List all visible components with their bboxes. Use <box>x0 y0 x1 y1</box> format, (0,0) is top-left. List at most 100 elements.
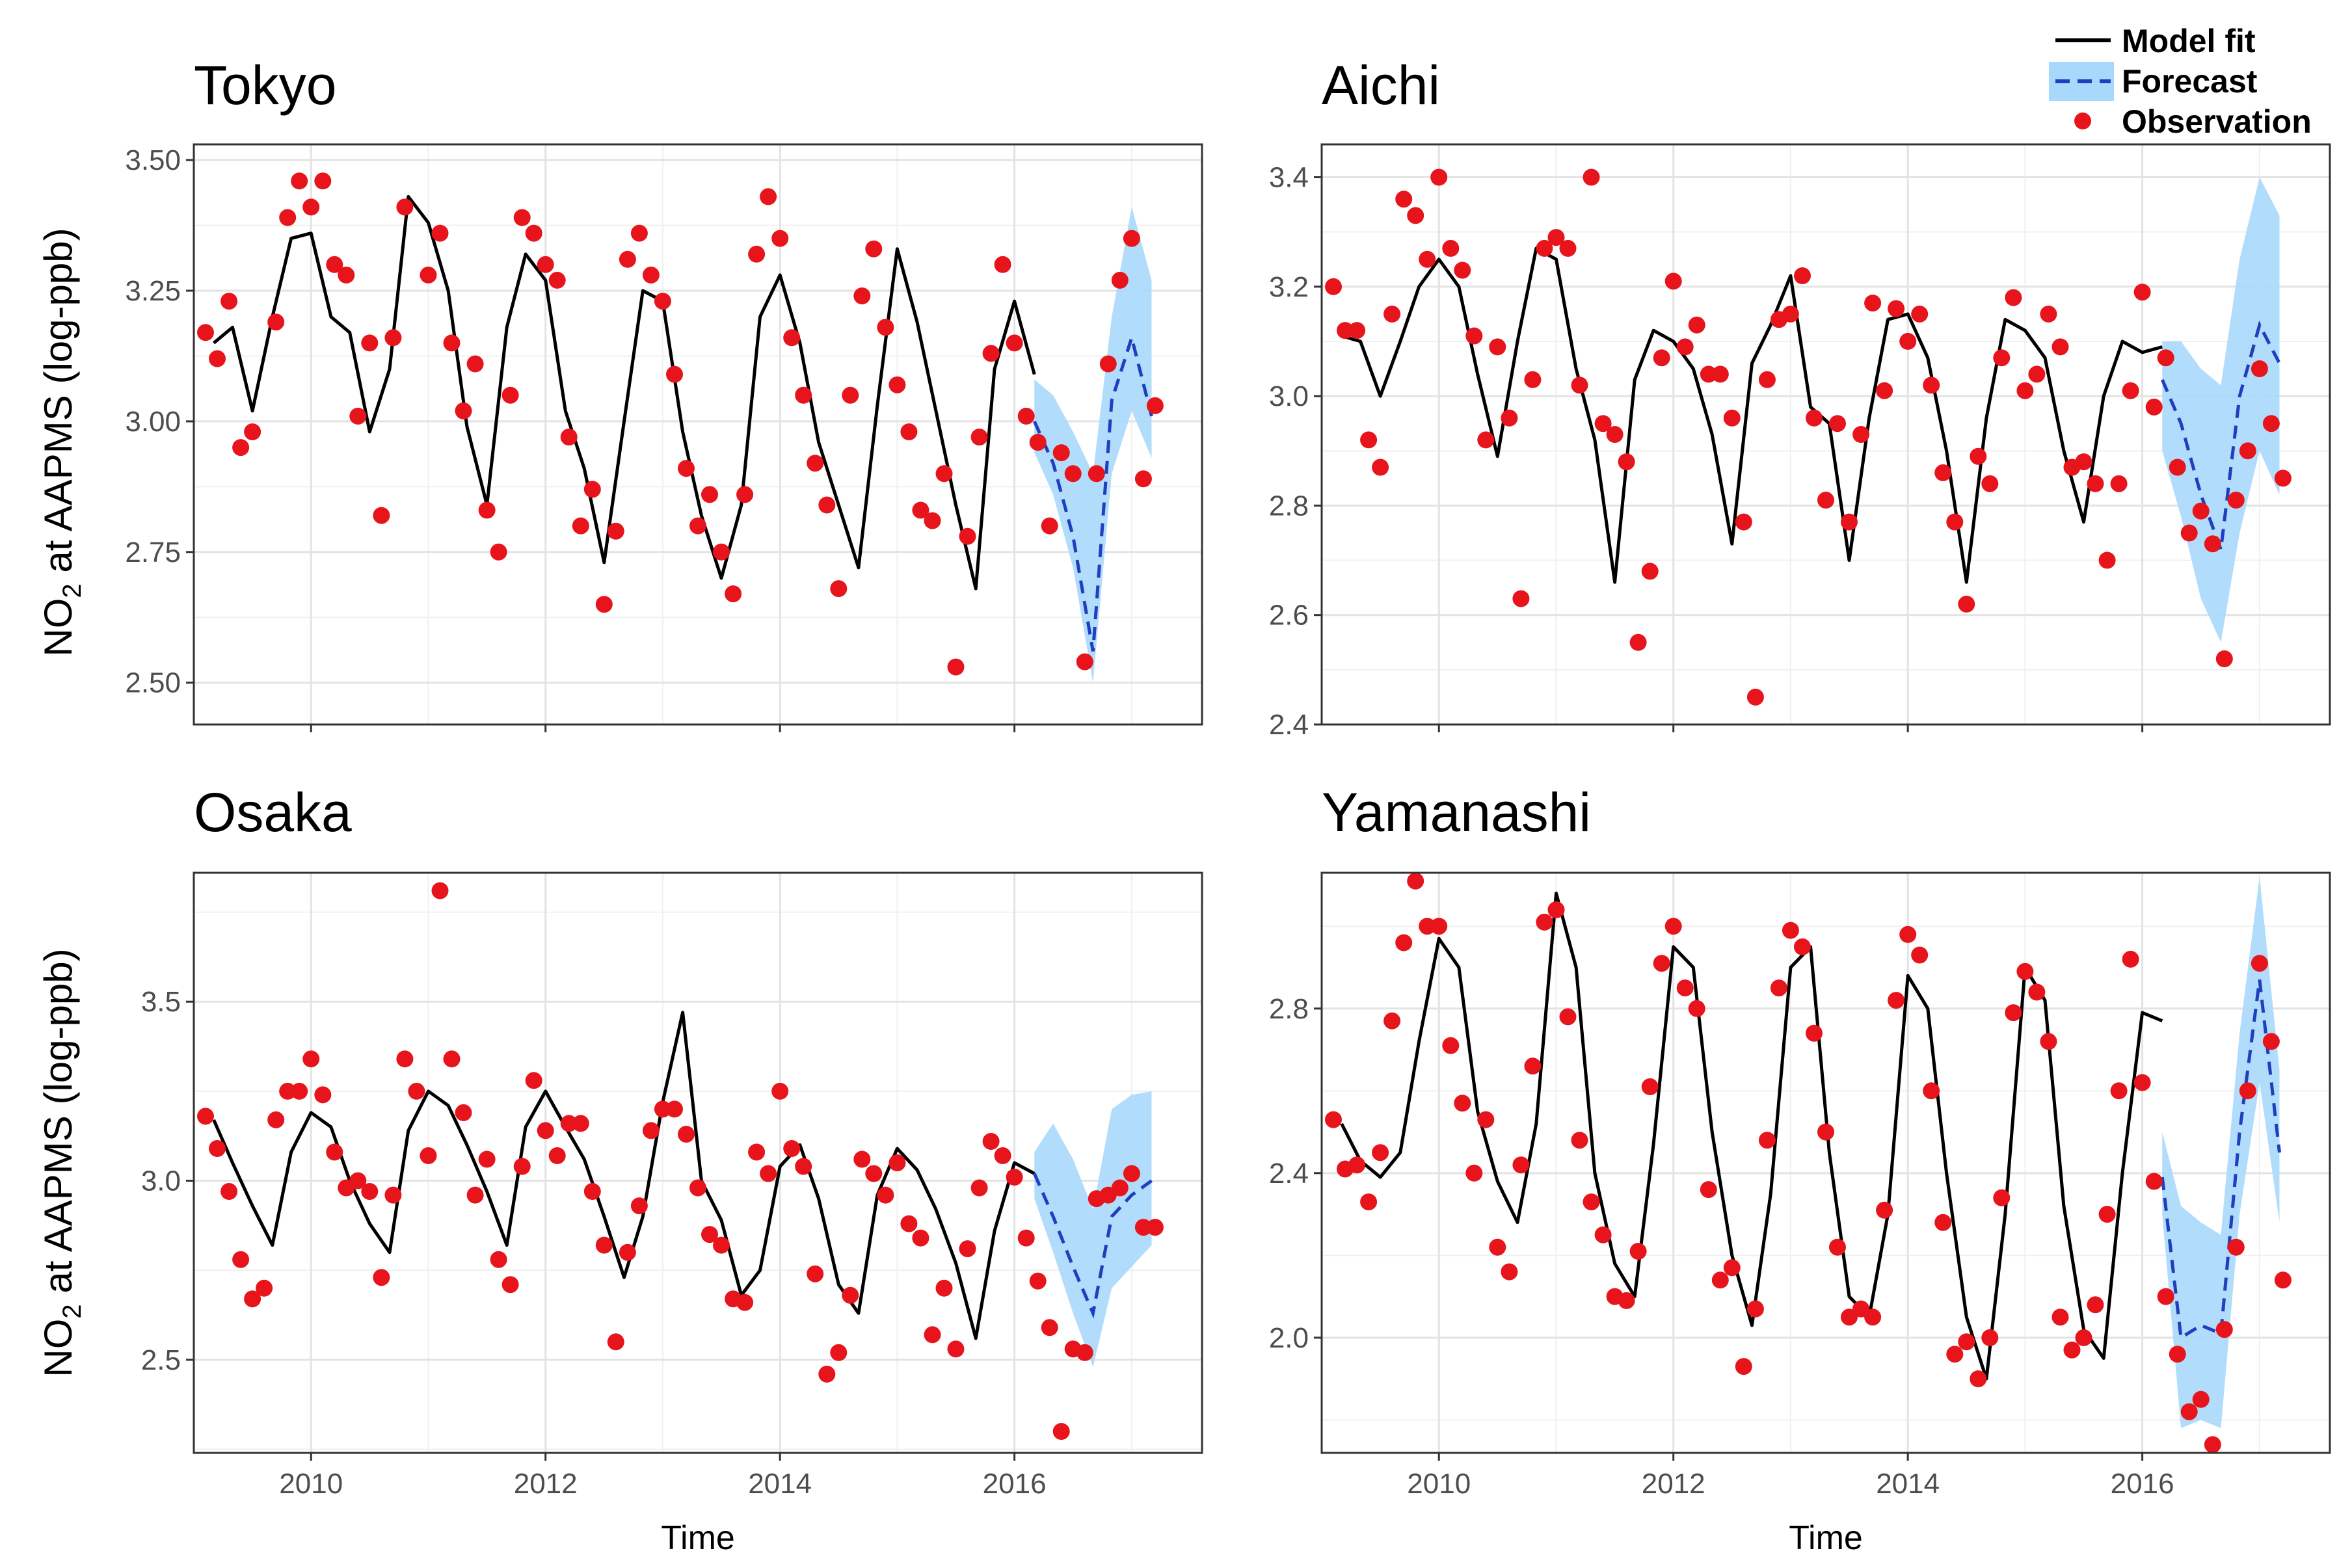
observation-point <box>1559 239 1577 257</box>
forecast-line-yamanashi <box>2160 979 2281 1341</box>
observation-point <box>2040 305 2057 323</box>
x-tick-label: 2010 <box>279 1468 343 1500</box>
observation-point <box>1981 1329 1999 1346</box>
observation-point <box>2110 1082 2128 1100</box>
observation-point <box>1664 272 1682 290</box>
observation-point <box>1700 365 1717 383</box>
observation-point <box>2274 470 2292 487</box>
observation-point <box>1029 434 1047 451</box>
observation-point <box>2239 1082 2256 1100</box>
observation-point <box>865 1165 883 1182</box>
observation-point <box>760 188 777 206</box>
observation-point <box>713 543 730 561</box>
observation-point <box>900 423 918 440</box>
y-tick-label: 3.50 <box>125 144 181 176</box>
observation-point <box>1041 1319 1058 1336</box>
forecast-line-osaka <box>1033 1173 1153 1319</box>
observation-point <box>361 1183 379 1200</box>
observation-point <box>2169 1346 2186 1363</box>
observation-point <box>1735 513 1752 531</box>
observation-point <box>1571 377 1588 394</box>
observation-point <box>2028 983 2046 1001</box>
observation-point <box>560 429 578 445</box>
observation-point <box>701 486 718 503</box>
observation-point <box>935 1279 953 1297</box>
observation-point <box>197 1108 214 1125</box>
panel-tokyo: 2.50 2.75 3.00 3.25 3.50 Tokyo <box>125 55 1203 732</box>
y-axis-label-top-base: NO <box>36 598 80 657</box>
observation-point <box>2204 535 2221 553</box>
observation-point <box>1383 1012 1401 1030</box>
observation-point <box>326 1143 343 1161</box>
y-tick-label: 2.4 <box>1269 709 1309 741</box>
forecast-band-yamanashi <box>2162 877 2280 1428</box>
observation-point <box>654 293 671 310</box>
observation-point <box>689 1179 706 1197</box>
panel-osaka: 2.5 3.0 3.5 2010 2012 2014 2016 Osaka <box>141 782 1203 1500</box>
observation-point <box>431 224 449 242</box>
observation-point <box>2087 475 2104 492</box>
forecast-line-tokyo <box>1033 332 1153 652</box>
observation-point <box>1489 338 1506 356</box>
observation-point <box>2005 1004 2022 1022</box>
panel-yamanashi: 2.0 2.4 2.8 2010 2012 2014 2016 Yamanashi <box>1269 782 2331 1500</box>
observation-point <box>1794 267 1811 284</box>
observation-point <box>771 1082 789 1100</box>
observation-point <box>478 1150 496 1168</box>
observation-point <box>654 1100 671 1118</box>
observation-point <box>1111 271 1129 289</box>
observation-point <box>959 1240 976 1258</box>
observation-point <box>1501 409 1518 427</box>
y-tick-label: 2.5 <box>141 1344 181 1376</box>
observation-point <box>384 1186 402 1204</box>
observation-point <box>466 1186 484 1204</box>
observation-point <box>2040 1033 2057 1050</box>
panel-border-osaka <box>193 871 1203 1454</box>
observation-point <box>924 1326 941 1344</box>
x-tick-label: 2010 <box>1407 1468 1471 1500</box>
observation-point <box>1711 365 1729 383</box>
observation-point <box>537 256 554 273</box>
observation-point <box>1923 377 1940 394</box>
observation-point <box>1806 1024 1823 1042</box>
observation-point <box>1348 322 1366 339</box>
observation-point <box>1653 349 1670 367</box>
observation-point <box>701 1226 718 1243</box>
observation-point <box>1864 295 1882 312</box>
observation-point <box>689 517 706 535</box>
observation-point <box>1606 426 1624 443</box>
observation-point <box>2087 1296 2104 1314</box>
observation-point <box>291 1082 308 1100</box>
observation-point <box>818 496 836 514</box>
observation-point <box>1111 1179 1129 1197</box>
observation-point <box>1700 1181 1717 1199</box>
model-fit-line-tokyo <box>212 194 1036 591</box>
observation-point <box>678 460 695 477</box>
y-tick-label: 3.4 <box>1269 161 1309 193</box>
observation-point <box>1911 305 1929 323</box>
y-tick-label: 2.50 <box>125 667 181 699</box>
observation-point <box>361 334 379 352</box>
observation-point <box>1946 1346 1964 1363</box>
observation-point <box>1852 426 1870 443</box>
legend-observation-swatch <box>2074 113 2091 129</box>
observation-point <box>678 1126 695 1143</box>
panel-border-tokyo <box>193 143 1203 726</box>
observation-point <box>443 1050 461 1068</box>
observation-point <box>220 293 238 310</box>
observation-point <box>1664 918 1682 935</box>
observation-point <box>1489 1238 1506 1256</box>
observation-point <box>619 1243 636 1261</box>
observation-point <box>1829 415 1846 432</box>
model-fit-line-aichi <box>1341 246 2163 584</box>
observation-point <box>736 1294 754 1311</box>
observation-point <box>1407 207 1424 224</box>
observation-point <box>853 1150 871 1168</box>
observation-point <box>1146 1219 1164 1236</box>
observation-point <box>830 1344 848 1361</box>
observation-point <box>1770 979 1787 997</box>
observation-point <box>900 1215 918 1232</box>
observation-point <box>1923 1082 1940 1100</box>
observation-point <box>1888 992 1905 1009</box>
observation-point <box>408 1082 425 1100</box>
